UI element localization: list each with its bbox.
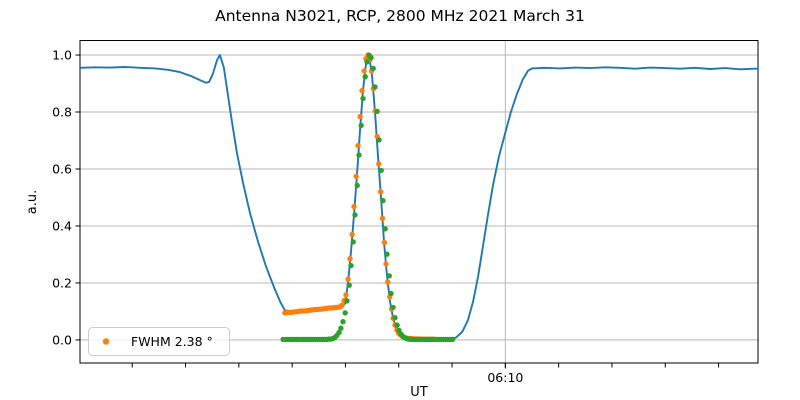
x-axis-label: UT (410, 385, 428, 400)
fwhm-scatter-point (377, 189, 384, 195)
fwhm-scatter-point (349, 231, 355, 238)
fwhm-scatter-point (353, 173, 359, 180)
fit-scatter-point (364, 59, 370, 65)
fwhm-scatter-point (361, 68, 367, 74)
fwhm-scatter-point (376, 161, 382, 167)
fwhm-scatter-point (381, 239, 388, 246)
fit-scatter-point (360, 95, 366, 102)
fit-scatter-point (356, 152, 362, 158)
legend-box (88, 327, 230, 356)
fit-scatter-point (368, 54, 374, 61)
fit-scatter-point (382, 226, 388, 232)
fit-scatter-point (344, 298, 350, 304)
fwhm-scatter-point (339, 302, 345, 308)
fit-scatter-point (370, 65, 376, 72)
fit-scatter-point (388, 290, 394, 297)
y-tick-label: 0.6 (52, 161, 72, 176)
y-tick-label: 0.8 (52, 105, 72, 120)
fit-scatter-point (394, 322, 400, 328)
fit-scatter-point (358, 122, 364, 129)
fit-scatter-point (336, 329, 342, 336)
plot-frame (79, 40, 759, 364)
y-tick-label: 0.2 (52, 275, 72, 290)
fit-scatter-point (380, 197, 386, 204)
fit-scatter-point (338, 325, 344, 331)
fwhm-scatter-point (385, 279, 391, 285)
fit-scatter-point (372, 84, 378, 90)
chart-title: Antenna N3021, RCP, 2800 MHz 2021 March … (215, 7, 585, 25)
y-tick-label: 0.0 (52, 332, 72, 347)
fit-scatter-point (354, 182, 360, 189)
fit-scatter-point (386, 273, 392, 279)
fit-scatter-point (350, 239, 356, 245)
y-tick-label: 0.4 (52, 218, 72, 233)
fit-scatter-point (378, 167, 384, 174)
plot-area: 0.0 0.2 0.4 0.6 0.8 1.0 06:10 (52, 40, 759, 385)
fit-scatter-point (346, 282, 352, 288)
fit-scatter-point (340, 319, 346, 325)
fit-scatter-point (392, 315, 398, 321)
fwhm-scatter-point (343, 292, 349, 298)
fit-scatter-point (374, 108, 380, 115)
fwhm-scatter-point (383, 261, 389, 267)
fit-scatter-point (449, 336, 456, 343)
fwhm-scatter-point (351, 203, 357, 210)
legend-marker-dot (102, 338, 110, 345)
legend: FWHM 2.38 ° (88, 327, 230, 356)
fit-scatter-point (362, 74, 368, 80)
y-tick-label: 1.0 (52, 48, 72, 63)
fwhm-scatter-point (379, 215, 386, 221)
fwhm-scatter-point (359, 87, 365, 94)
legend-label: FWHM 2.38 ° (131, 334, 213, 349)
y-axis-label: a.u. (25, 190, 40, 214)
fwhm-scatter-point (357, 113, 363, 120)
fit-scatter-point (376, 137, 382, 143)
fwhm-scatter-point (347, 256, 353, 262)
fit-scatter-point (348, 262, 354, 269)
fit-scatter-point (390, 304, 396, 311)
fit-scatter-point (352, 212, 358, 218)
fwhm-scatter-point (355, 142, 361, 149)
fit-scatter-point (384, 251, 390, 257)
fit-scatter-point (342, 310, 348, 316)
fwhm-scatter-point (345, 276, 351, 282)
x-tick-label: 06:10 (487, 370, 523, 385)
drift-scan-curve (79, 54, 759, 341)
